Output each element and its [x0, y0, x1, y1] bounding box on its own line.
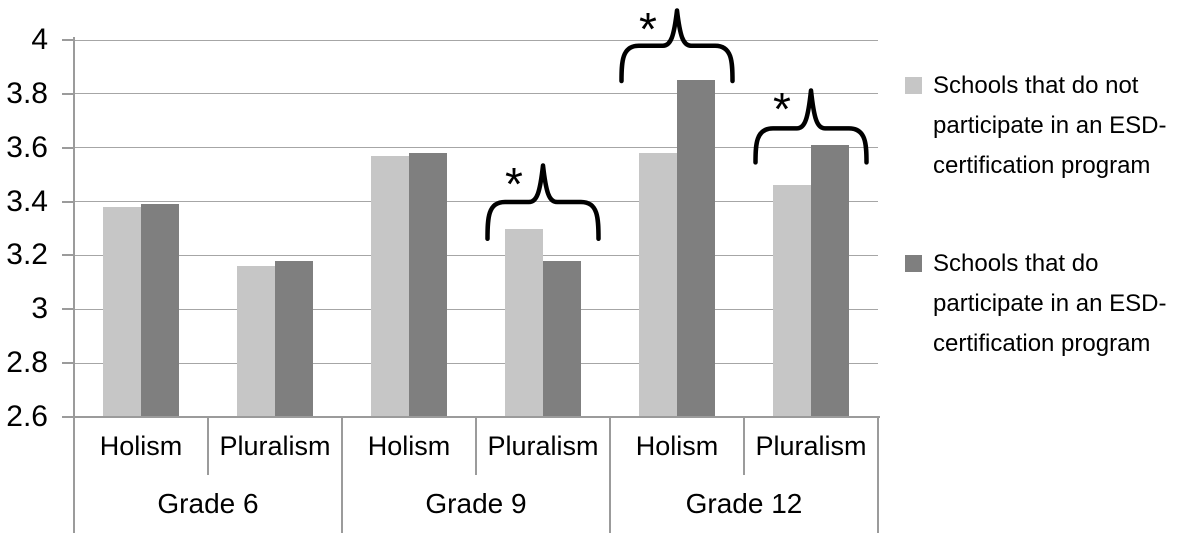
x-label-holism-grade-9: Holism [367, 430, 451, 461]
bar-grade-12-holism-series-1 [677, 80, 715, 417]
significance-asterisk: * [639, 2, 657, 55]
legend-swatch-dark-icon [905, 255, 922, 272]
group-divider [73, 417, 75, 533]
y-tick-label: 3.8 [6, 76, 48, 110]
significance-brace [753, 88, 869, 166]
baseline [74, 416, 880, 418]
gridline [74, 93, 878, 95]
x-label-holism-grade-6: Holism [99, 430, 183, 461]
x-label-pluralism-grade-9: Pluralism [487, 430, 599, 461]
bar-grade-9-holism-series-0 [371, 155, 409, 417]
gridline [74, 201, 878, 203]
bar-grade-6-holism-series-1 [141, 204, 179, 417]
legend-label-participating: Schools that do participate in an ESD- c… [933, 244, 1166, 364]
significance-asterisk: * [773, 83, 791, 136]
legend-entry-participating: Schools that do participate in an ESD- c… [905, 244, 1195, 364]
bar-grade-6-pluralism-series-1 [275, 260, 313, 417]
y-tick-label: 2.6 [6, 400, 48, 433]
legend-line: certification program [933, 330, 1151, 357]
y-tick [62, 308, 74, 311]
y-tick [62, 200, 74, 203]
bar-grade-9-holism-series-1 [409, 153, 447, 417]
bar-grade-12-pluralism-series-1 [811, 145, 849, 417]
legend-line: participate in an ESD- [933, 290, 1167, 317]
y-tick-label: 2.8 [6, 346, 48, 380]
group-divider [341, 417, 343, 533]
bar-grade-6-pluralism-series-0 [237, 266, 275, 417]
y-tick [62, 416, 74, 418]
significance-brace [485, 162, 601, 241]
group-divider [609, 417, 611, 533]
gridline [74, 147, 878, 149]
x-label-holism-grade-12: Holism [635, 430, 719, 461]
x-group-label-grade-12: Grade 12 [685, 488, 803, 519]
y-tick-label: 4 [31, 23, 48, 56]
legend-label-non-participating: Schools that do not participate in an ES… [933, 66, 1166, 186]
significance-brace [619, 7, 735, 83]
subcategory-divider [743, 417, 745, 475]
legend: Schools that do not participate in an ES… [905, 66, 1195, 364]
bar-grade-12-pluralism-series-0 [773, 185, 811, 417]
y-tick-label: 3.2 [6, 238, 48, 272]
y-tick-label: 3.4 [6, 184, 48, 218]
y-tick-label: 3.6 [6, 130, 48, 164]
group-divider [877, 417, 879, 533]
y-tick-label: 3 [31, 292, 48, 326]
gridline [74, 39, 878, 41]
significance-asterisk: * [505, 157, 523, 210]
x-label-pluralism-grade-12: Pluralism [755, 430, 867, 461]
y-tick [62, 362, 74, 365]
y-tick [62, 92, 74, 95]
legend-line: certification program [933, 152, 1151, 179]
legend-line: Schools that do [933, 250, 1099, 277]
legend-entry-non-participating: Schools that do not participate in an ES… [905, 66, 1195, 186]
bar-grade-12-holism-series-0 [639, 153, 677, 417]
y-tick [62, 146, 74, 149]
y-tick [62, 254, 74, 257]
gridline [74, 254, 878, 256]
legend-line: Schools that do not [933, 72, 1139, 99]
y-axis-line [73, 37, 75, 533]
x-group-label-grade-6: Grade 6 [157, 488, 259, 519]
subcategory-divider [207, 417, 209, 475]
bar-grade-9-pluralism-series-0 [505, 228, 543, 417]
x-label-pluralism-grade-6: Pluralism [219, 430, 331, 461]
x-group-label-grade-9: Grade 9 [425, 488, 527, 519]
bar-grade-6-holism-series-0 [103, 206, 141, 417]
plot-area [74, 39, 878, 417]
y-tick [62, 39, 74, 41]
gridline [74, 308, 878, 310]
bar-grade-9-pluralism-series-1 [543, 260, 581, 417]
subcategory-divider [475, 417, 477, 475]
gridline [74, 362, 878, 364]
legend-swatch-light-icon [905, 77, 922, 94]
legend-line: participate in an ESD- [933, 112, 1167, 139]
